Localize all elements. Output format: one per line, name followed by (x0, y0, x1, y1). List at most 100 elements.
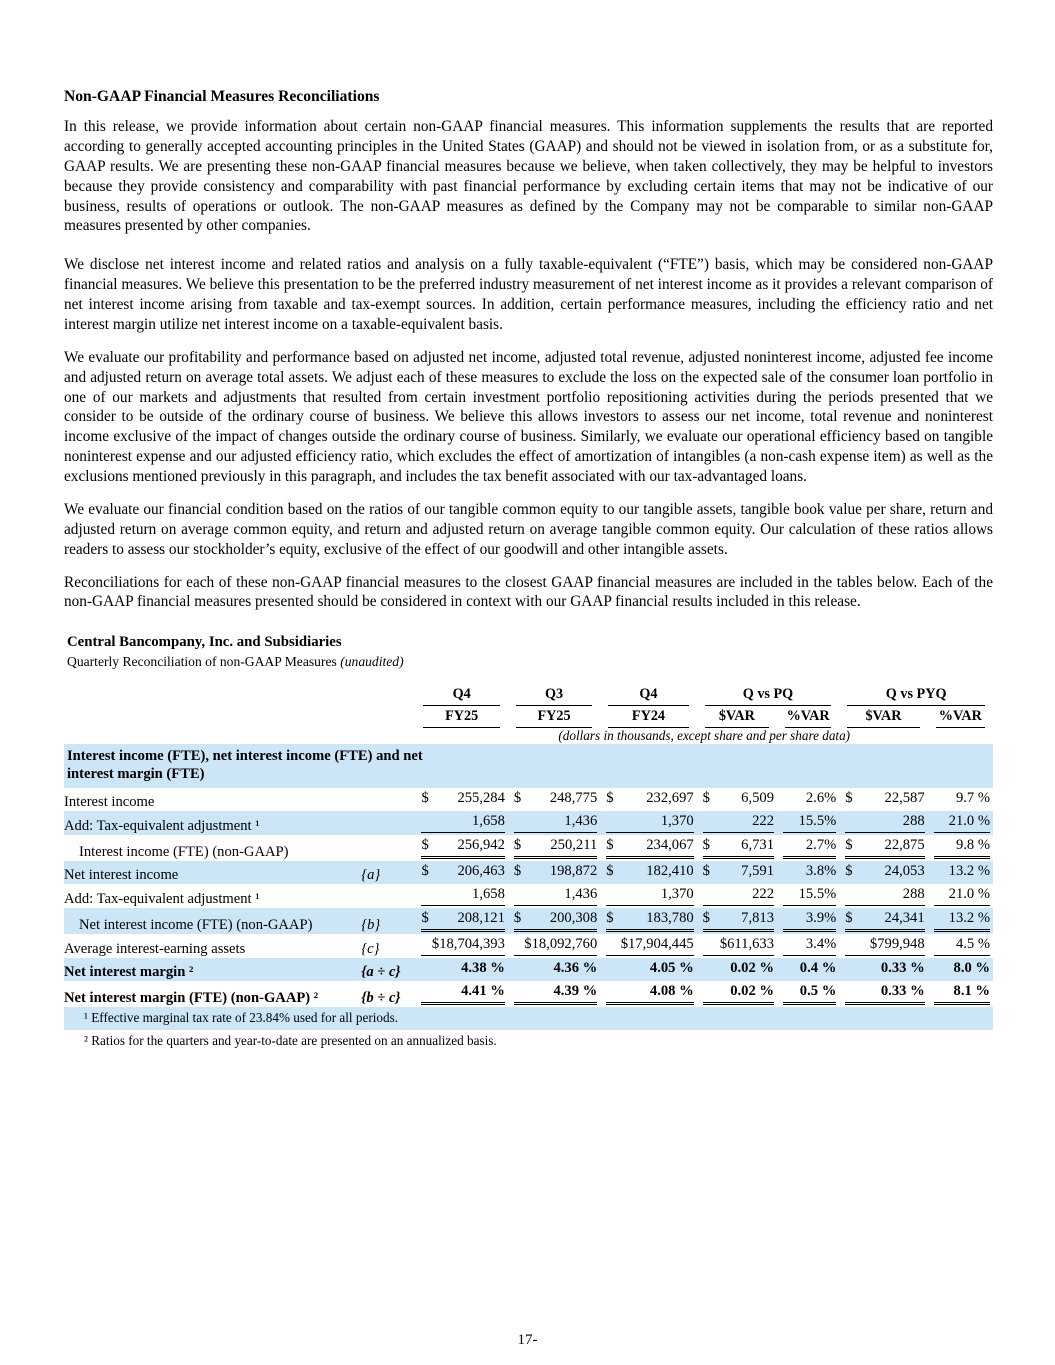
cell: $206,463 (415, 861, 507, 884)
cell-content: 2.7% (783, 836, 837, 859)
cell-content: 3.9% (783, 910, 837, 932)
cell-value: 222 (752, 885, 774, 902)
cell-content: 13.2 % (934, 863, 990, 882)
cell: $799,948 (839, 934, 927, 958)
dollar-sign: $ (702, 836, 710, 853)
table-subtitle-text: Quarterly Reconciliation of non-GAAP Mea… (67, 654, 337, 670)
row-label: Net interest margin (FTE) (non-GAAP) ² (64, 989, 319, 1006)
cell-value: 21.0 % (948, 812, 990, 829)
cell-value: 200,308 (549, 909, 598, 926)
cell-content: $256,942 (421, 837, 505, 859)
cell-content: 0.4 % (783, 960, 836, 979)
cell-value: 0.4 % (799, 959, 837, 976)
dollar-sign: $ (421, 862, 429, 879)
cell-content: $248,775 (514, 790, 597, 809)
cell-value: 4.39 % (553, 982, 598, 999)
cell: $6,731 (697, 835, 777, 861)
col-group-q-vs-pyq: Q vs PYQ (839, 684, 993, 707)
cell: $17,904,445 (600, 934, 696, 958)
cell-content: $18,704,393 (421, 935, 505, 956)
cell-value: 288 (902, 812, 925, 829)
cell-value: 6,731 (741, 836, 774, 853)
cell-content: 0.33 % (845, 960, 925, 979)
cell: $200,308 (508, 908, 600, 934)
cell-content: 288 (845, 886, 925, 906)
cell: $255,284 (415, 788, 507, 811)
cell-value: 24,341 (884, 909, 925, 926)
cell-value: 9.7 % (955, 789, 990, 806)
cell-content: $611,633 (702, 936, 774, 956)
cell-value: 2.6% (805, 789, 837, 806)
cell-content: 4.36 % (514, 960, 597, 979)
cell-value: 3.4% (805, 935, 837, 952)
header-spacer-label (64, 684, 361, 706)
cell-value: $799,948 (869, 935, 925, 952)
cell-value: 4.38 % (461, 959, 505, 976)
section-header-row: Interest income (FTE), net interest inco… (64, 744, 993, 788)
cell-value: 8.1 % (953, 982, 990, 999)
row-ref: {c} (361, 940, 380, 957)
paragraph-4: We evaluate our financial condition base… (64, 500, 993, 558)
cell-content: 4.38 % (421, 959, 505, 979)
cell-content: 2.6% (783, 790, 836, 809)
cell: 4.5 % (928, 934, 993, 958)
row-ref: {b} (361, 916, 381, 933)
cell: $234,067 (600, 835, 696, 861)
cell: $232,697 (600, 788, 696, 811)
cell: 3.8% (777, 861, 839, 884)
cell-content: $7,591 (703, 863, 774, 882)
dollar-sign: $ (845, 836, 853, 853)
dollar-sign: $ (606, 862, 614, 879)
row-ref: {b ÷ c} (361, 989, 401, 1006)
header-spacer-ref-2 (361, 706, 415, 728)
subcol-dvar-pq: $VAR (697, 706, 777, 729)
cell-content: $200,308 (513, 909, 598, 932)
cell: $24,341 (839, 908, 927, 934)
cell: 4.05 % (600, 958, 696, 981)
subcol-dvar-pyq: $VAR (839, 706, 927, 729)
cell: 288 (839, 884, 927, 908)
row-label: Average interest-earning assets (64, 940, 246, 957)
cell: 2.7% (777, 835, 839, 861)
cell: 3.4% (777, 934, 839, 958)
cell: 13.2 % (928, 861, 993, 884)
cell-content: 15.5% (783, 813, 837, 833)
cell-content: $250,211 (513, 836, 598, 859)
cell-value: 1,370 (660, 812, 694, 829)
cell-value: 24,053 (884, 862, 925, 879)
dollar-sign: $ (845, 789, 853, 806)
cell-value: 255,284 (457, 789, 505, 806)
dollar-sign: $ (421, 789, 429, 806)
cell: $22,875 (839, 835, 927, 861)
cell-content: $232,697 (606, 790, 693, 809)
dollar-sign: $ (513, 909, 522, 926)
cell-value: 15.5% (798, 885, 837, 902)
dollar-sign: $ (606, 836, 614, 853)
cell-value: 250,211 (550, 836, 598, 853)
units-spacer-ref (361, 728, 415, 744)
units-note: (dollars in thousands, except share and … (558, 728, 851, 744)
cell: 1,436 (508, 884, 600, 908)
cell-value: 22,875 (884, 836, 925, 853)
subcol-pvar-pyq: %VAR (928, 706, 993, 729)
table-row: Add: Tax-equivalent adjustment ¹ 1,658 1,4… (64, 810, 993, 835)
cell-value: $18,704,393 (431, 935, 505, 952)
cell-value: 13.2 % (948, 909, 990, 926)
col-header-q4-fy24: Q4 (600, 684, 696, 707)
cell: $198,872 (508, 861, 600, 884)
cell: 0.33 % (839, 958, 927, 981)
cell-value: 4.36 % (553, 959, 598, 976)
cell-content: $17,904,445 (606, 936, 694, 956)
cell-value: 2.7% (805, 836, 837, 853)
dollar-sign: $ (513, 836, 522, 853)
cell-value: 234,067 (646, 836, 694, 853)
cell-value: 1,658 (472, 885, 505, 902)
subcol-fy25-a: FY25 (415, 706, 507, 729)
cell: 8.1 % (928, 981, 993, 1007)
section-header-text: Interest income (FTE), net interest inco… (67, 748, 423, 783)
cell-content: 0.02 % (702, 983, 774, 1005)
cell-content: 21.0 % (933, 812, 990, 833)
cell-value: 1,370 (660, 885, 694, 902)
table-row: Interest income $255,284 $248,775 $232,697 $… (64, 788, 993, 811)
